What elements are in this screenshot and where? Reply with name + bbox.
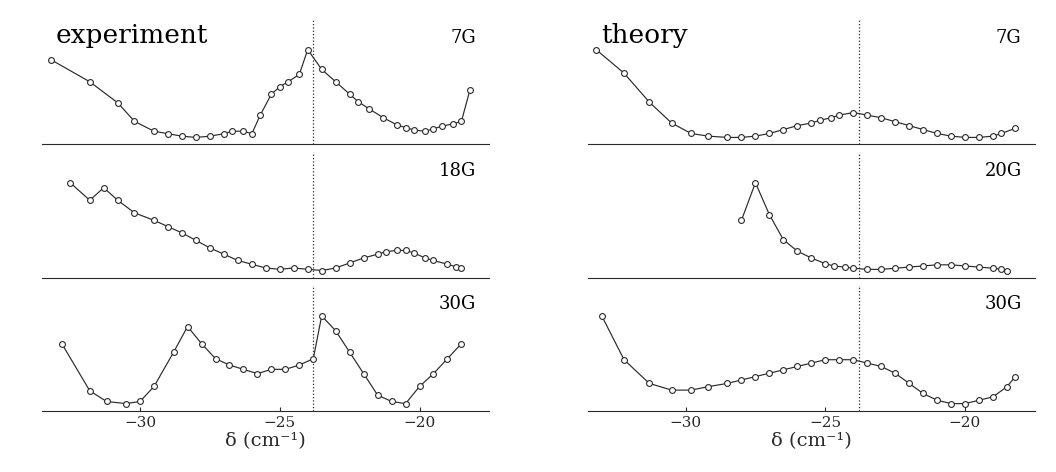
Text: 20G: 20G bbox=[984, 162, 1021, 180]
Text: 7G: 7G bbox=[996, 29, 1021, 47]
Text: 30G: 30G bbox=[438, 295, 476, 313]
Text: experiment: experiment bbox=[56, 23, 208, 48]
X-axis label: δ (cm⁻¹): δ (cm⁻¹) bbox=[225, 432, 306, 450]
Text: 18G: 18G bbox=[438, 162, 476, 180]
X-axis label: δ (cm⁻¹): δ (cm⁻¹) bbox=[771, 432, 852, 450]
Text: theory: theory bbox=[601, 23, 687, 48]
Text: 7G: 7G bbox=[450, 29, 476, 47]
Text: 30G: 30G bbox=[984, 295, 1021, 313]
